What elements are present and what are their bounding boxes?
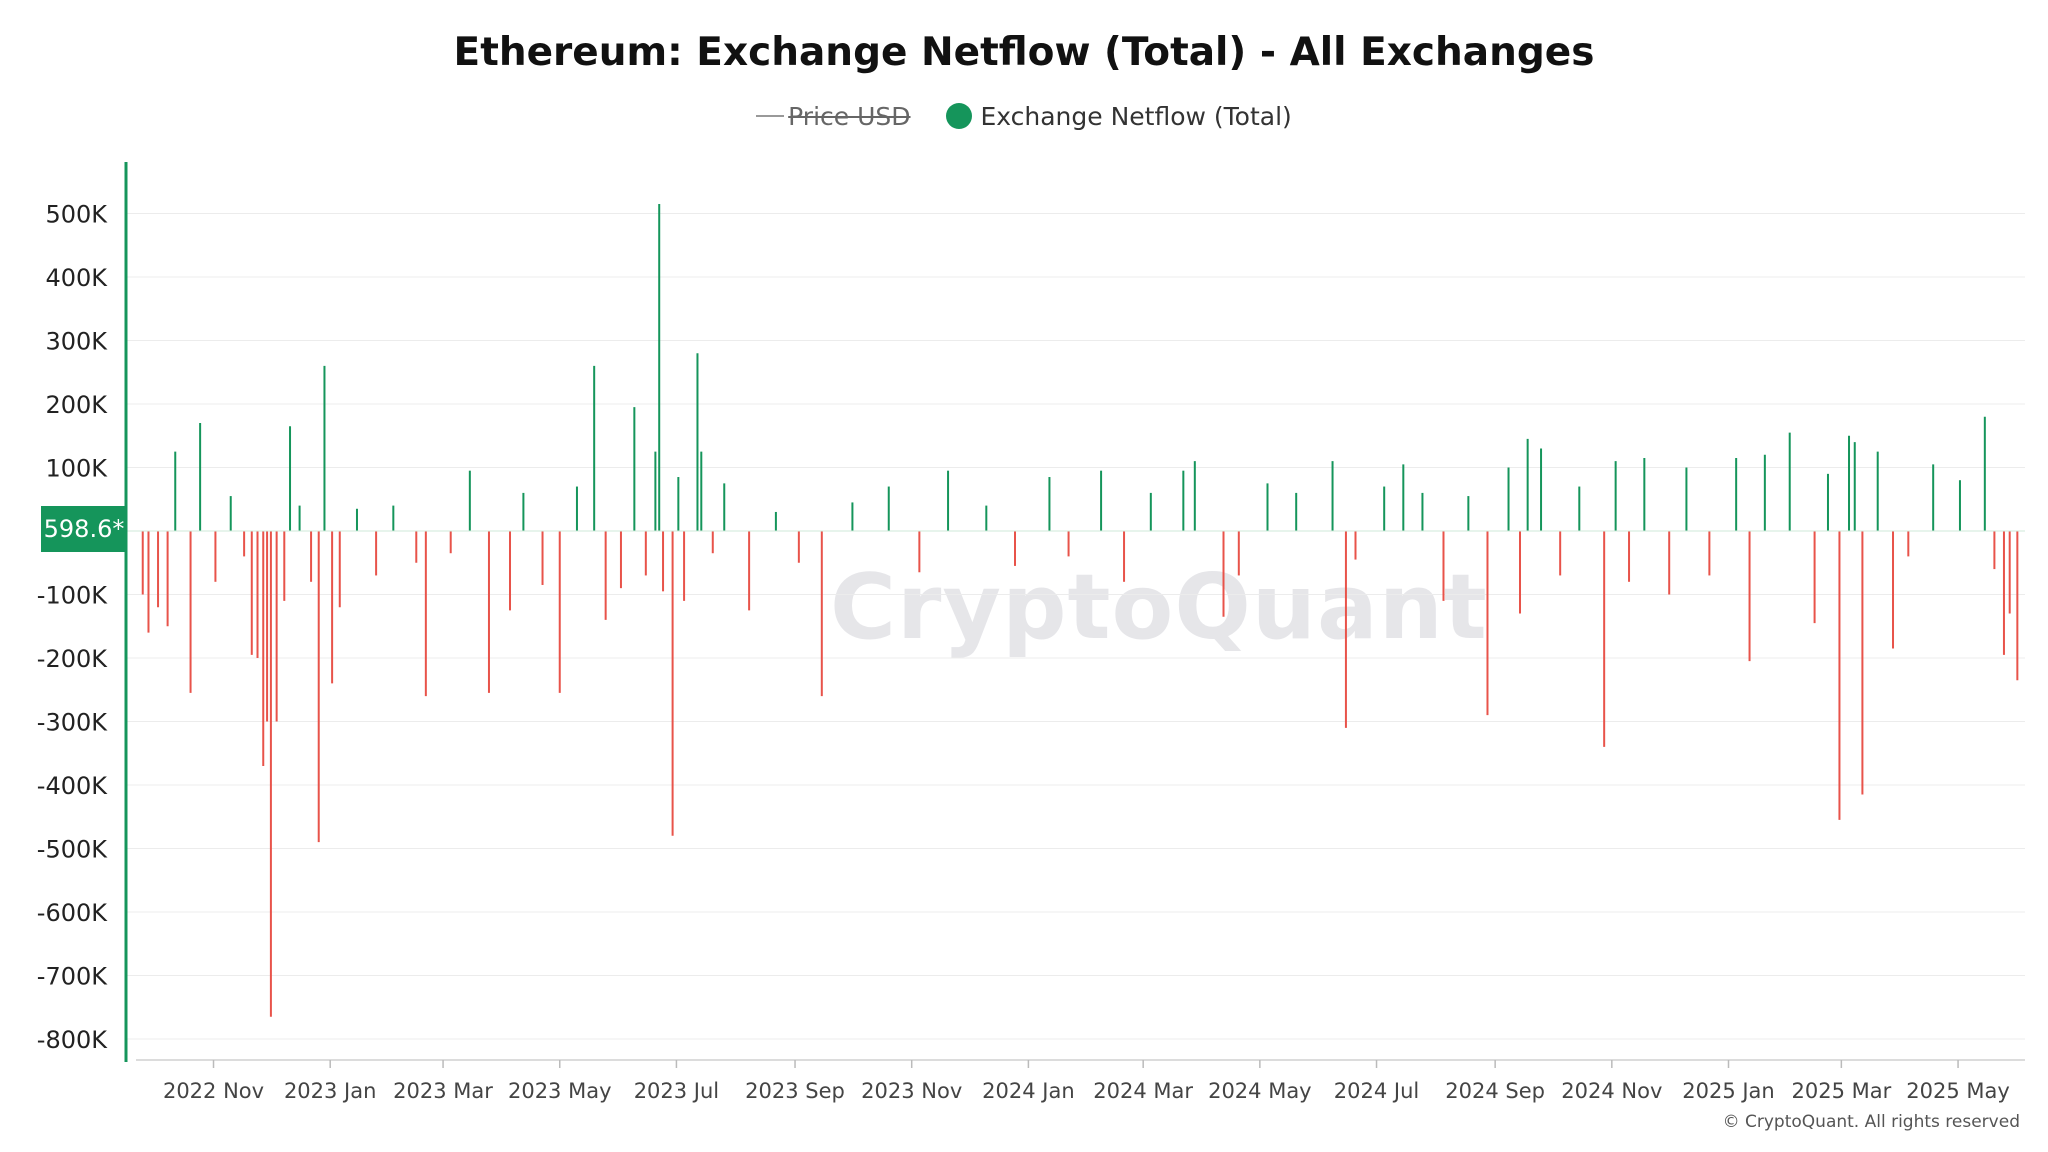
y-tick-label: -300K <box>37 709 108 737</box>
x-tick-label: 2024 Jul <box>1334 1079 1419 1103</box>
y-tick-label: -500K <box>37 836 108 864</box>
y-tick-label: 200K <box>45 391 108 419</box>
x-tick-label: 2024 Jan <box>982 1079 1075 1103</box>
y-axis: 500K 400K 300K 200K 100K -100K -200K -300K -400K… <box>37 162 128 1062</box>
x-tick-label: 2023 Jul <box>634 1079 719 1103</box>
y-tick-label: 100K <box>45 455 108 483</box>
x-tick-label: 2025 May <box>1906 1079 2010 1103</box>
x-tick-label: 2023 Jan <box>284 1079 377 1103</box>
legend-item-netflow[interactable]: Exchange Netflow (Total) <box>946 101 1292 131</box>
bar-series <box>126 203 2025 1017</box>
x-tick-label: 2024 May <box>1208 1079 1312 1103</box>
y-tick-label: -100K <box>37 582 108 610</box>
x-tick-label: 2024 Sep <box>1445 1079 1545 1103</box>
x-tick-label: 2023 Sep <box>745 1079 845 1103</box>
legend-line-icon <box>756 115 785 117</box>
x-tick-label: 2023 May <box>508 1079 612 1103</box>
legend-dot-icon <box>946 103 973 129</box>
x-tick-label: 2022 Nov <box>163 1079 264 1103</box>
x-tick-label: 2024 Nov <box>1561 1079 1662 1103</box>
x-tick-label: 2024 Mar <box>1093 1079 1193 1103</box>
y-tick-label: -600K <box>37 899 108 927</box>
gridlines <box>126 213 2025 1040</box>
y-tick-label: 500K <box>45 201 108 229</box>
legend-label-price: Price USD <box>788 101 911 131</box>
x-tick-label: 2025 Jan <box>1682 1079 1775 1103</box>
legend-item-price[interactable]: Price USD <box>756 101 911 131</box>
y-tick-label: -200K <box>37 645 108 673</box>
x-tick-label: 2025 Mar <box>1791 1079 1891 1103</box>
chart-title: Ethereum: Exchange Netflow (Total) - All… <box>453 30 1595 75</box>
copyright-footer: © CryptoQuant. All rights reserved <box>1722 1112 2020 1132</box>
y-tick-label: -700K <box>37 963 108 991</box>
y-tick-label: 300K <box>45 328 108 356</box>
x-tick-label: 2023 Mar <box>393 1079 493 1103</box>
y-tick-label: -800K <box>37 1026 108 1054</box>
current-value-badge: 598.6* <box>41 506 127 552</box>
x-tick-label: 2023 Nov <box>861 1079 962 1103</box>
x-axis: 2022 Nov 2023 Jan 2023 Mar 2023 May 2023 Jul… <box>136 1059 2025 1103</box>
legend: Price USD Exchange Netflow (Total) <box>0 100 2048 131</box>
y-tick-label: 400K <box>45 264 108 292</box>
legend-label-netflow: Exchange Netflow (Total) <box>980 101 1292 131</box>
y-tick-label: -400K <box>37 772 108 800</box>
